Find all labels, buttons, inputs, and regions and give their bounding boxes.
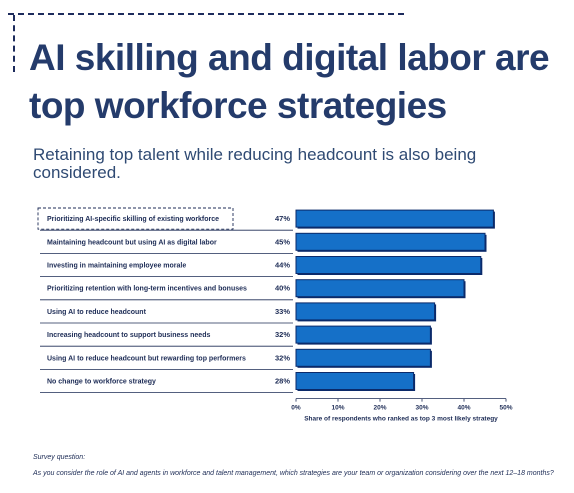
x-tick-label: 10% xyxy=(331,405,344,412)
value-label: 45% xyxy=(275,237,290,246)
decorative-frame-top xyxy=(8,13,404,15)
value-label: 32% xyxy=(275,353,290,362)
category-label: Investing in maintaining employee morale xyxy=(47,263,186,270)
category-label: No change to workforce strategy xyxy=(47,379,156,386)
category-label: Using AI to reduce headcount but rewardi… xyxy=(47,355,246,362)
x-tick-label: 50% xyxy=(499,405,512,412)
bar xyxy=(295,209,494,228)
value-label: 47% xyxy=(275,214,290,223)
bar xyxy=(295,325,431,344)
value-label: 32% xyxy=(275,330,290,339)
bar xyxy=(295,302,436,321)
x-tick-label: 30% xyxy=(415,405,428,412)
survey-question-text: As you consider the role of AI and agent… xyxy=(33,470,554,477)
highlight-box xyxy=(37,207,234,230)
category-label: Using AI to reduce headcount xyxy=(47,309,147,316)
x-tick-label: 20% xyxy=(373,405,386,412)
category-label: Prioritizing retention with long-term in… xyxy=(47,286,247,293)
x-tick-label: 40% xyxy=(457,405,470,412)
bar xyxy=(295,256,482,274)
bar xyxy=(295,372,415,390)
bar xyxy=(295,279,465,298)
category-label: Maintaining headcount but using AI as di… xyxy=(47,239,217,246)
bar xyxy=(295,232,486,251)
x-axis-title: Share of respondents who ranked as top 3… xyxy=(304,416,498,423)
category-label: Increasing headcount to support business… xyxy=(47,332,210,339)
bar xyxy=(295,348,431,367)
page-title: AI skilling and digital labor are top wo… xyxy=(29,37,550,126)
x-tick-label: 0% xyxy=(291,405,301,412)
value-label: 33% xyxy=(275,307,290,316)
page-subtitle: Retaining top talent while reducing head… xyxy=(33,145,477,182)
value-label: 28% xyxy=(275,377,290,386)
category-label: Prioritizing AI-specific skilling of exi… xyxy=(47,216,219,223)
value-label: 44% xyxy=(275,261,290,270)
value-label: 40% xyxy=(275,284,290,293)
decorative-frame-left xyxy=(13,15,15,72)
survey-question-label: Survey question: xyxy=(33,454,86,461)
